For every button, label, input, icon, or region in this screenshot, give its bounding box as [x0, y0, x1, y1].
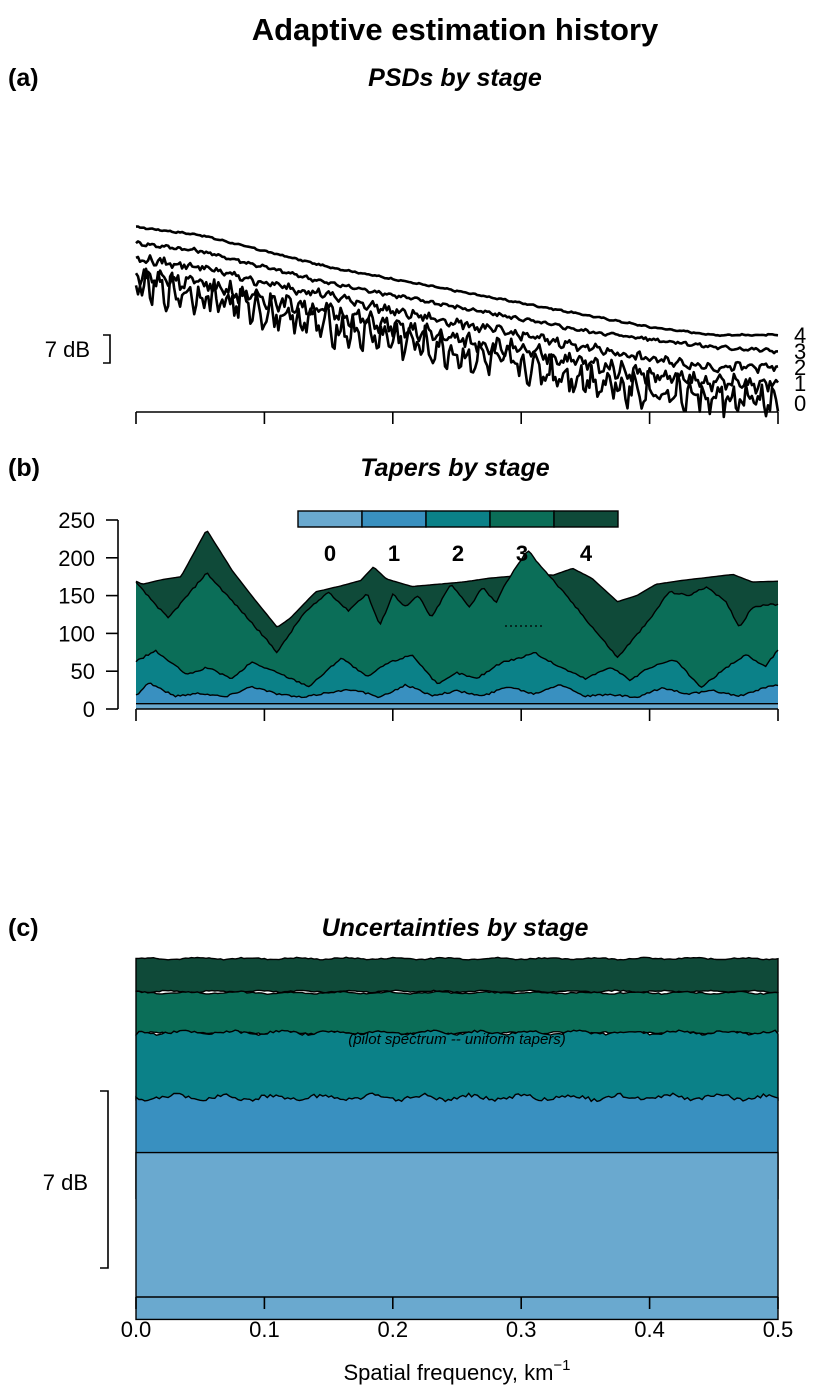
- y-tick-label: 100: [58, 621, 95, 646]
- x-axis-label: Spatial frequency, km−1: [343, 1357, 570, 1385]
- psd-scale-bar: 7 dB: [45, 334, 111, 364]
- psd-stage-label: 4: [794, 323, 806, 348]
- taper-outline-stage-3: [135, 550, 779, 659]
- uncertainty-band-stage-0: [135, 1151, 779, 1321]
- psd-line-stage-2: [135, 254, 779, 374]
- psd-stage-label: 3: [794, 339, 806, 364]
- panel-b-tag: (b): [8, 454, 40, 482]
- legend-label: 0: [324, 541, 336, 566]
- panel-c-x-axis: 0.0 0.1 0.2 0.3 0.4 0.5: [121, 1296, 794, 1342]
- taper-outline-stage-2: [135, 649, 779, 689]
- psd-stage-label: 2: [794, 355, 806, 380]
- legend-swatch-stage-4: [553, 510, 619, 528]
- x-tick-label: 0.1: [249, 1317, 280, 1342]
- y-tick-label: 50: [71, 659, 95, 684]
- taper-outline-stage-4: [135, 530, 779, 628]
- psd-line-stage-0: [134, 267, 780, 419]
- y-tick-label: 200: [58, 546, 95, 571]
- panel-b: (b) Tapers by stage 0 50 100 150 200 250 0 1 2 3…: [8, 454, 779, 722]
- legend-swatch-stage-2: [425, 510, 491, 528]
- panel-b-title: Tapers by stage: [360, 454, 550, 482]
- x-tick-label: 0.0: [121, 1317, 152, 1342]
- uncertainty-band-stage-3: [135, 990, 779, 1036]
- x-tick-label: 0.3: [506, 1317, 537, 1342]
- uncertainty-bands: [135, 956, 779, 1321]
- y-tick-label: 150: [58, 584, 95, 609]
- psd-scale-label: 7 dB: [45, 337, 90, 362]
- taper-areas: [135, 530, 779, 709]
- psd-line-stage-1: [134, 268, 780, 395]
- taper-legend: 0 1 2 3 4: [297, 510, 619, 566]
- figure-title: Adaptive estimation history: [252, 12, 659, 47]
- legend-swatch-stage-1: [361, 510, 427, 528]
- psd-stage-label: 1: [794, 371, 806, 396]
- psd-lines: [134, 225, 780, 419]
- panel-a-title: PSDs by stage: [368, 64, 542, 92]
- x-tick-label: 0.2: [378, 1317, 409, 1342]
- uncert-scale-bar: 7 dB: [43, 1090, 109, 1269]
- psd-line-stage-4: [135, 225, 779, 338]
- x-axis-label-sup: −1: [553, 1357, 570, 1374]
- x-axis-label-text: Spatial frequency, km: [343, 1360, 553, 1385]
- taper-area-stage-2: [136, 650, 778, 709]
- x-tick-label: 0.4: [634, 1317, 665, 1342]
- panel-a-tag: (a): [8, 64, 39, 92]
- uncertainty-band-stage-4: [135, 956, 779, 994]
- panel-c-tag: (c): [8, 914, 39, 942]
- panel-c: (c) Uncertainties by stage (pilot spectr…: [8, 914, 793, 1385]
- legend-swatch-stage-0: [297, 510, 363, 528]
- legend-label: 4: [580, 541, 593, 566]
- psd-line-stage-3: [135, 240, 779, 355]
- y-tick-label: 250: [58, 508, 95, 533]
- psd-stage-label: 0: [794, 391, 806, 416]
- taper-area-stage-3: [136, 551, 778, 709]
- x-tick-label: 0.5: [763, 1317, 794, 1342]
- y-tick-label: 0: [83, 697, 95, 722]
- uncert-scale-label: 7 dB: [43, 1170, 88, 1195]
- legend-label: 2: [452, 541, 464, 566]
- legend-label: 3: [516, 541, 528, 566]
- taper-area-stage-0: [136, 703, 778, 709]
- legend-label: 1: [388, 541, 400, 566]
- panel-a-x-axis: [135, 411, 779, 424]
- panel-b-y-axis: 0 50 100 150 200 250: [58, 508, 119, 722]
- pilot-note: (pilot spectrum -- uniform tapers): [348, 1031, 566, 1048]
- panel-c-title: Uncertainties by stage: [322, 914, 589, 942]
- taper-outline-stage-1: [135, 682, 779, 699]
- legend-swatch-stage-3: [489, 510, 555, 528]
- taper-area-stage-1: [136, 683, 778, 709]
- panel-b-x-axis: [135, 708, 779, 721]
